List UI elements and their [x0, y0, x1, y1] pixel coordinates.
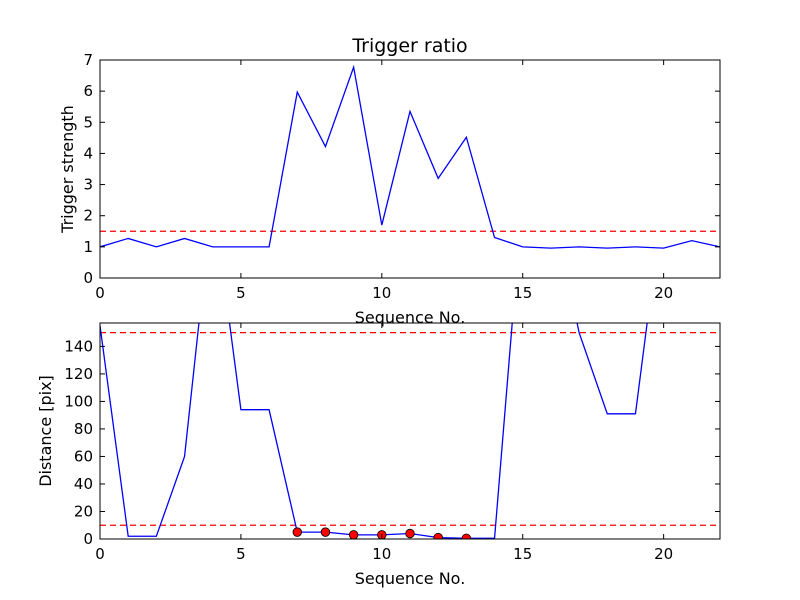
x-tick-label: 15: [513, 545, 532, 563]
y-tick-label: 100: [64, 392, 93, 410]
data-point-marker: [320, 527, 331, 537]
x-tick-label: 20: [654, 545, 673, 563]
plot-area: [100, 64, 720, 249]
y-tick-label: 140: [64, 337, 93, 355]
x-axis-label: Sequence No.: [355, 308, 466, 327]
data-point-marker: [292, 527, 302, 537]
y-axis-label: Distance [pix]: [36, 375, 55, 487]
data-point-marker: [405, 528, 415, 539]
y-tick-label: 80: [74, 420, 93, 438]
x-tick-label: 10: [372, 284, 391, 302]
y-tick-label: 6: [83, 82, 93, 100]
y-tick-label: 40: [74, 475, 93, 493]
y-tick-label: 120: [64, 365, 93, 383]
y-tick-label: 3: [83, 176, 93, 194]
axes-frame: [99, 322, 721, 540]
x-axis-label: Sequence No.: [355, 569, 466, 588]
x-tick-label: 15: [513, 284, 532, 302]
y-tick-label: 60: [74, 447, 93, 465]
chart-panel-2: 0 5 10 15 20 0 20 40 60 80 100 120 140 Sequence No. Di…: [36, 322, 721, 588]
y-tick-label: 0: [83, 269, 93, 287]
series-line-1: [100, 64, 720, 249]
y-tick-label: 4: [83, 144, 93, 162]
y-tick-label: 5: [83, 113, 93, 131]
x-tick-label: 5: [236, 284, 246, 302]
x-tick-label: 10: [372, 545, 391, 563]
y-tick-label: 2: [83, 207, 93, 225]
y-tick-label: 7: [83, 51, 93, 69]
x-tick-label: 0: [95, 284, 105, 302]
data-point-marker: [348, 530, 359, 539]
y-tick-label: 1: [83, 238, 93, 256]
y-axis-label: Trigger strength: [58, 105, 77, 234]
y-tick-label: 20: [74, 502, 93, 520]
chart-panel-1: 0 5 10 15 20 0 1 2 3 4 5 6 7 Sequence No. Trigger stre…: [58, 35, 721, 327]
y-tick-label: 0: [83, 530, 93, 548]
x-tick-label: 20: [654, 284, 673, 302]
axes-frame: [99, 59, 721, 279]
data-point-marker: [461, 533, 472, 539]
x-tick-label: 5: [236, 545, 246, 563]
x-tick-label: 0: [95, 545, 105, 563]
data-point-marker: [433, 532, 443, 539]
chart-title: Trigger ratio: [351, 35, 467, 57]
